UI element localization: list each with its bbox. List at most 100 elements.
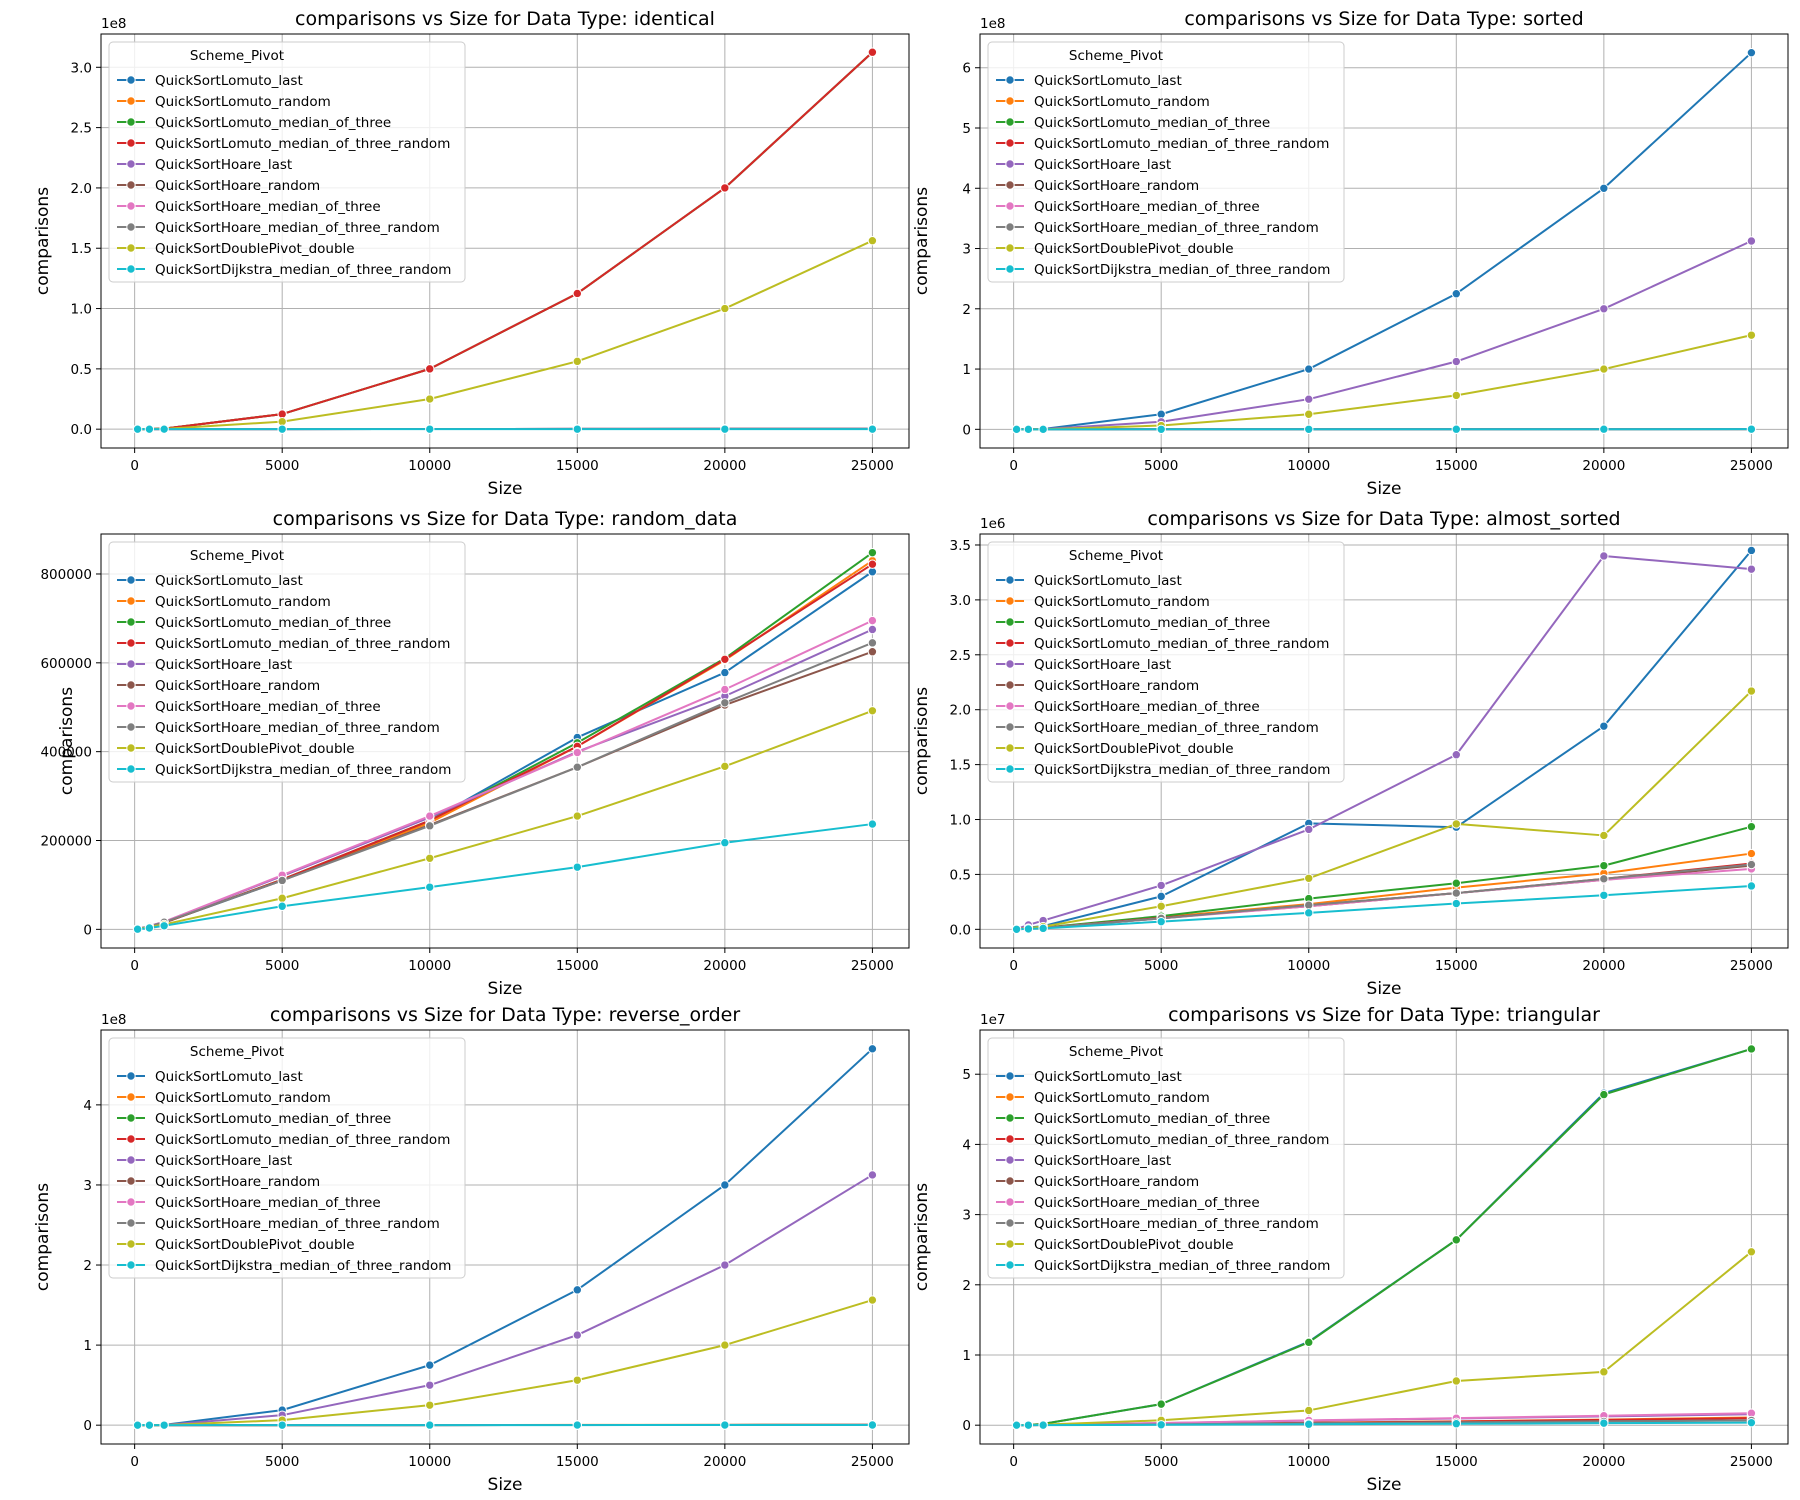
y-axis-exponent: 1e8 [101,1012,126,1028]
legend-label: QuickSortDoublePivot_double [1034,241,1234,257]
x-tick-label: 25000 [1730,458,1773,474]
y-axis-exponent: 1e8 [980,16,1005,32]
y-tick-label: 200000 [40,834,92,850]
data-point-QuickSortDijkstra_median_of_three_random [1599,1418,1609,1428]
legend: Scheme_Pivot QuickSortLomuto_last QuickSor… [987,1037,1345,1279]
legend-label: QuickSortDijkstra_median_of_three_random [1034,262,1330,278]
data-point-QuickSortDijkstra_median_of_three_random [867,819,878,829]
legend-label: QuickSortLomuto_last [155,1069,303,1085]
data-point-QuickSortLomuto_median_of_three_random [720,654,730,664]
y-tick-label: 2.0 [71,181,92,197]
legend-label: QuickSortLomuto_last [1034,73,1182,89]
x-tick-label: 0 [1009,458,1018,474]
legend-swatch-marker [1005,1239,1015,1249]
legend-swatch-marker [126,575,136,585]
x-axis-label: Size [1367,479,1402,499]
data-point-QuickSortHoare_median_of_three_random [720,698,730,708]
x-tick-label: 20000 [703,1454,746,1470]
data-point-QuickSortDijkstra_median_of_three_random [132,924,143,934]
y-axis-label: comparisons [912,687,932,795]
data-point-QuickSortHoare_median_of_three_random [572,762,583,772]
legend-swatch-marker [126,1092,136,1102]
y-tick-label: 3 [962,1208,971,1224]
data-point-QuickSortDoublePivot_double [1156,901,1166,911]
legend-label: QuickSortLomuto_median_of_three_random [155,136,450,152]
legend-swatch-marker [1005,1218,1015,1228]
legend-swatch-marker [126,138,136,148]
x-axis-label: Size [1367,1475,1402,1495]
data-point-QuickSortDoublePivot_double [425,853,435,863]
plot-frame [100,533,910,949]
data-point-QuickSortHoare_random [867,647,878,657]
legend-swatch-marker [126,1176,136,1186]
data-point-QuickSortHoare_last [1451,750,1462,760]
data-point-QuickSortDijkstra_median_of_three_random [1038,923,1048,934]
legend-label: QuickSortHoare_median_of_three [155,699,381,715]
legend-label: QuickSortLomuto_random [155,94,331,110]
x-tick-label: 0 [1009,958,1018,974]
y-tick-label: 3.0 [71,60,92,76]
data-point-QuickSortLomuto_median_of_three_random [867,47,878,57]
chart-panel-6: 0 5000 10000 15000 20000 25000 0 1 2 3 4 5 1e7 compar… [912,1004,1789,1495]
data-point-QuickSortLomuto_last [720,667,730,678]
data-point-QuickSortDijkstra_median_of_three_random [1599,890,1609,900]
x-tick-label: 5000 [265,958,299,974]
legend-label: QuickSortHoare_random [155,678,320,694]
data-point-QuickSortDoublePivot_double [1304,1405,1314,1416]
plot-frame [100,1029,910,1445]
legend-swatch-marker [1005,243,1015,253]
x-tick-label: 5000 [1144,458,1178,474]
legend-swatch-marker [126,743,136,753]
data-point-QuickSortLomuto_median_of_three_random [867,559,878,569]
data-point-QuickSortDijkstra_median_of_three_random [1156,1420,1166,1430]
data-point-QuickSortLomuto_median_of_three [1304,1337,1314,1348]
x-tick-label: 0 [130,958,139,974]
legend-swatch-marker [1005,1155,1015,1165]
legend-swatch-marker [1005,138,1015,148]
plot-frame [979,533,1789,949]
data-point-QuickSortDijkstra_median_of_three_random [1023,424,1034,435]
data-point-QuickSortLomuto_last [1156,891,1166,902]
y-tick-label: 0 [962,1418,971,1434]
y-tick-label: 3.0 [950,593,971,609]
legend-box [987,541,1345,783]
data-point-QuickSortDoublePivot_double [1599,364,1609,374]
legend-swatch-marker [126,1155,136,1165]
plot-frame [100,33,910,449]
legend-label: QuickSortDoublePivot_double [1034,1237,1234,1253]
data-point-QuickSortHoare_median_of_three_random [1746,859,1757,870]
x-tick-label: 5000 [1144,958,1178,974]
data-point-QuickSortLomuto_median_of_three [1451,1235,1462,1245]
series-line-QuickSortDoublePivot_double [137,1299,873,1427]
x-tick-label: 10000 [1287,458,1330,474]
data-point-QuickSortDijkstra_median_of_three_random [159,424,169,434]
legend-label: QuickSortLomuto_random [1034,594,1210,610]
legend-title: Scheme_Pivot [1069,48,1163,64]
legend-label: QuickSortLomuto_last [1034,1069,1182,1085]
y-tick-label: 0.0 [950,922,971,938]
chart-title: comparisons vs Size for Data Type: rever… [270,1004,741,1026]
legend-swatch-marker [126,264,136,274]
legend-title: Scheme_Pivot [1069,548,1163,564]
data-point-QuickSortHoare_last [867,624,878,635]
legend-swatch-marker [1005,264,1015,274]
legend-box [987,1037,1345,1279]
data-point-QuickSortDijkstra_median_of_three_random [720,1420,730,1430]
x-tick-label: 10000 [408,1454,451,1470]
data-point-QuickSortDoublePivot_double [425,394,435,404]
legend-label: QuickSortLomuto_median_of_three [1034,115,1270,131]
legend-swatch-marker [1005,680,1015,690]
x-tick-label: 20000 [1582,458,1625,474]
legend-swatch-marker [1005,701,1015,711]
legend-swatch-marker [126,117,136,127]
legend-label: QuickSortHoare_median_of_three_random [1034,220,1319,236]
legend-swatch-marker [126,1197,136,1207]
legend-swatch-marker [1005,764,1015,774]
legend: Scheme_Pivot QuickSortLomuto_last QuickSor… [108,41,466,283]
x-tick-label: 10000 [1287,958,1330,974]
data-point-QuickSortLomuto_median_of_three [867,547,878,558]
series-line-QuickSortDoublePivot_double [1016,334,1752,431]
y-tick-label: 2.5 [71,121,92,137]
legend-label: QuickSortHoare_random [1034,678,1199,694]
legend-label: QuickSortLomuto_last [155,573,303,589]
